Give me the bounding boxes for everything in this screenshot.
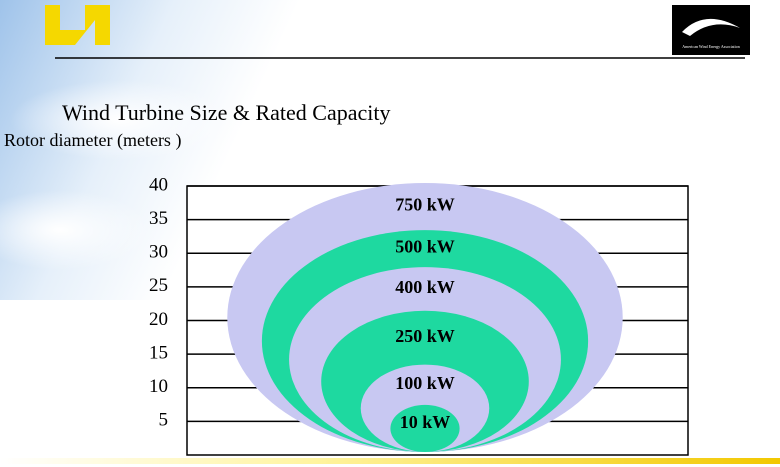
logo-text: American Wind Energy Association xyxy=(682,44,740,49)
ellipse-label: 750 kW xyxy=(395,195,455,215)
y-tick-label: 5 xyxy=(159,410,169,431)
ellipse-label: 10 kW xyxy=(400,412,451,432)
y-tick-label: 20 xyxy=(149,309,168,330)
ellipse-label: 100 kW xyxy=(395,373,455,393)
footer-band xyxy=(0,458,780,464)
y-tick-label: 30 xyxy=(149,242,168,263)
ellipse-label: 500 kW xyxy=(395,237,455,257)
slide: American Wind Energy Association Wind Tu… xyxy=(0,0,780,467)
y-tick-label: 10 xyxy=(149,376,168,397)
ellipse-label: 250 kW xyxy=(395,326,455,346)
y-tick-label: 35 xyxy=(149,208,168,229)
y-axis-label: Rotor diameter (meters ) xyxy=(4,130,181,151)
y-tick-label: 25 xyxy=(149,275,168,296)
chart-title: Wind Turbine Size & Rated Capacity xyxy=(62,100,390,125)
y-tick-label: 40 xyxy=(149,174,168,195)
y-tick-label: 15 xyxy=(149,342,168,363)
ellipse-label: 400 kW xyxy=(395,277,455,297)
